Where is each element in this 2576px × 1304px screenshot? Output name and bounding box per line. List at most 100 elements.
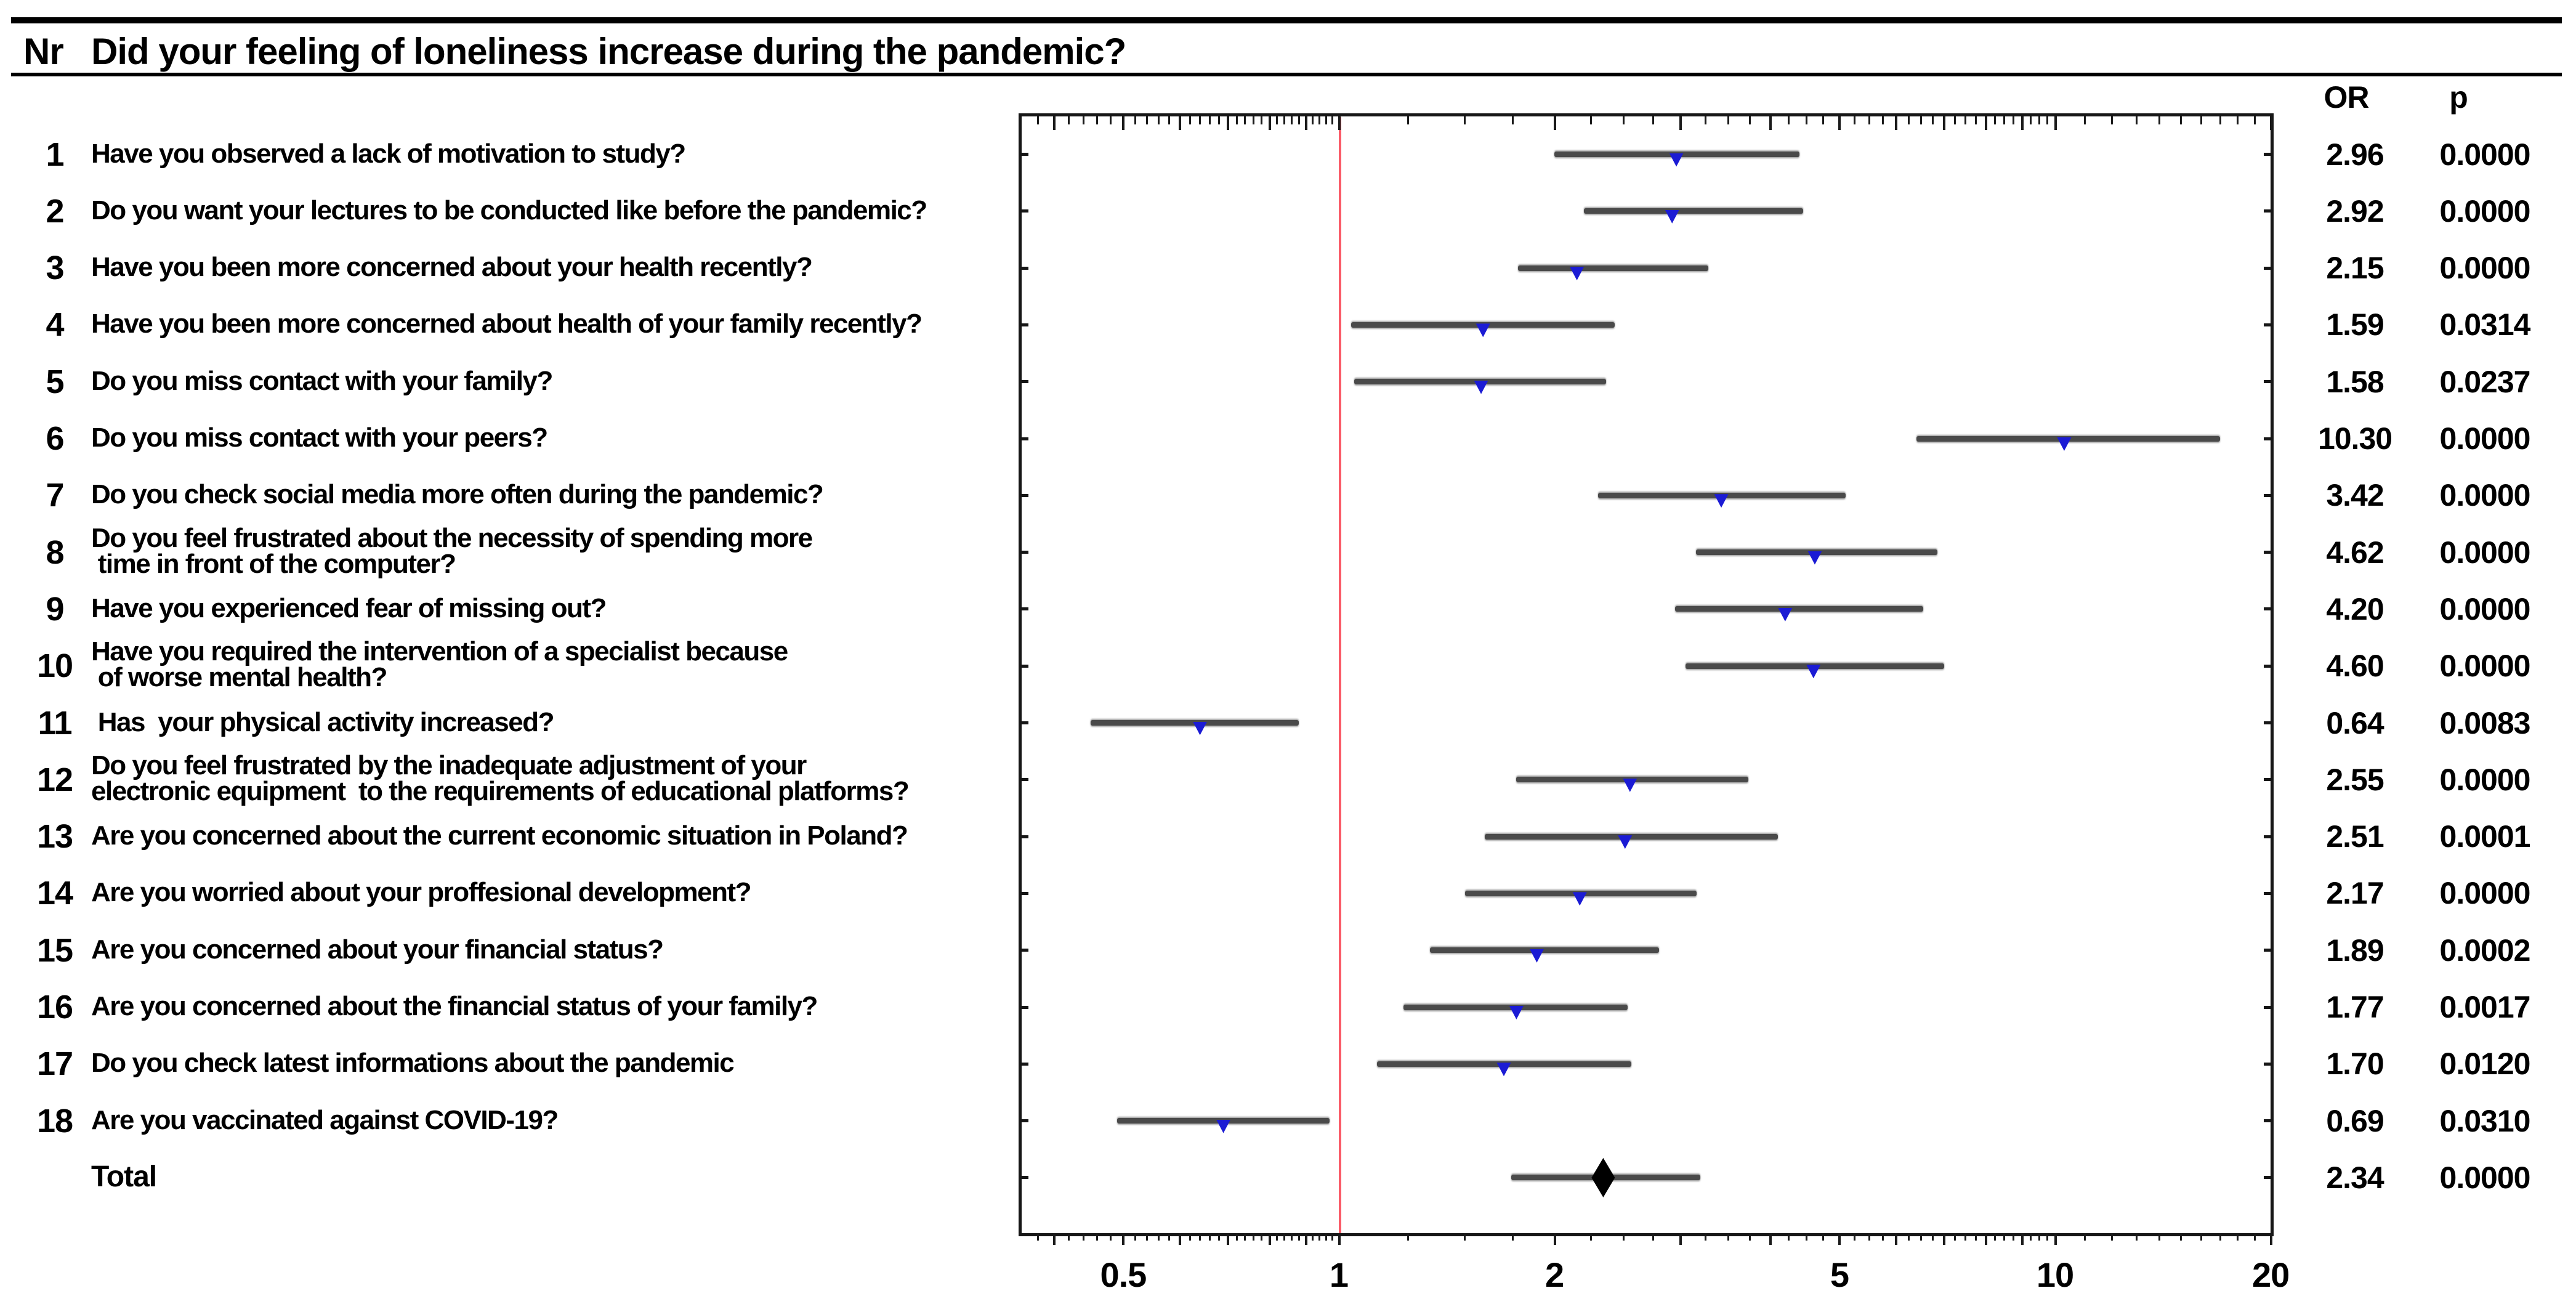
x-axis-tick-top [1318,116,1321,124]
title-nr-label: Nr [23,31,64,72]
p-value: 0.0000 [2439,876,2531,911]
x-axis-tick-bottom [1283,1233,1286,1241]
row-number: 11 [38,704,72,742]
or-value: 2.15 [2326,251,2384,286]
question-line-2: of worse mental health? [91,662,388,693]
x-axis-tick-top [1920,116,1922,124]
x-axis-tick-top [1189,116,1192,124]
question-line-1: Total [91,1160,157,1193]
or-value: 2.96 [2326,137,2384,172]
x-axis-tick-top [1806,116,1808,124]
question-line-1: Have you been more concerned about your … [91,252,813,283]
question-line-1: Has your physical activity increased? [91,707,555,737]
x-axis-tick-bottom [2038,1233,2040,1241]
x-axis-tick-bottom [1895,1233,1898,1245]
x-axis-tick-top [1553,116,1556,130]
row-tick-left [1019,323,1028,326]
x-axis-tick-top [1512,116,1514,124]
x-axis-tick-bottom [1052,1233,1056,1245]
x-axis-tick-bottom [1854,1233,1856,1241]
p-value: 0.0000 [2439,535,2531,570]
x-axis-tick-bottom [1134,1233,1137,1241]
p-value: 0.0017 [2439,990,2531,1024]
x-axis-tick-top [1082,116,1084,124]
question-label: Total [91,1160,157,1193]
question-line-1: Do you feel frustrated by the inadequate… [91,750,807,780]
x-axis-tick-bottom [1331,1233,1334,1241]
x-axis-tick-bottom [1227,1233,1230,1245]
x-axis-tick-bottom [1788,1233,1790,1241]
x-axis-tick-bottom [1749,1233,1751,1241]
x-axis-tick-bottom [2219,1233,2221,1241]
row-tick-left [1019,835,1028,838]
question-line-1: Have you been more concerned about healt… [91,309,923,339]
p-value: 0.0000 [2439,193,2531,229]
x-axis-tick-top [1908,116,1910,124]
row-tick-left [1019,209,1028,213]
row-tick-right [2264,664,2274,668]
x-axis-tick-bottom [1146,1233,1149,1241]
x-axis-tick-bottom [1931,1233,1934,1241]
confidence-interval-line [1675,606,1924,612]
x-axis-tick-top [1291,116,1293,124]
x-axis-tick-bottom [1553,1233,1556,1245]
row-tick-left [1019,493,1028,497]
x-axis-tick-top [1590,116,1593,124]
question-label: Have you been more concerned about healt… [91,309,923,339]
x-axis-tick-top [1036,116,1039,124]
x-axis-tick-bottom [2030,1233,2032,1241]
x-axis-tick-bottom [2013,1233,2015,1241]
row-tick-right [2264,1005,2274,1009]
x-axis-tick-bottom [1590,1233,1593,1241]
x-axis-tick-bottom [1082,1233,1084,1241]
x-axis-tick-bottom [1464,1233,1466,1241]
row-tick-right [2264,891,2274,895]
x-axis-tick-top [1338,116,1341,130]
or-value: 2.34 [2326,1160,2384,1195]
p-value: 0.0002 [2439,933,2531,968]
row-tick-left [1019,607,1028,611]
question-label: Do you miss contact with your peers? [91,423,548,453]
x-axis-tick-top [1052,116,1056,130]
x-axis-tick-bottom [1298,1233,1300,1241]
x-axis-tick-bottom [1318,1233,1321,1241]
row-tick-left [1019,721,1028,724]
x-axis-label: 10 [2036,1255,2074,1294]
x-axis-tick-bottom [1261,1233,1262,1241]
x-axis-tick-bottom [1235,1233,1238,1241]
row-tick-left [1019,1062,1028,1066]
x-axis-tick-top [1679,116,1682,130]
title-separator-top [11,17,2562,23]
reference-line [1339,117,1341,1233]
row-tick-left [1019,437,1028,440]
x-axis-tick-top [1838,116,1841,130]
x-axis-tick-top [2083,116,2086,124]
question-line-1: Are you concerned about your financial s… [91,934,664,965]
p-value: 0.0000 [2439,762,2531,797]
x-axis-tick-top [2269,116,2272,130]
x-axis-tick-top [1407,116,1410,124]
x-axis-tick-top [1623,116,1625,124]
x-axis-tick-top [1168,116,1171,124]
question-line-1: Are you worried about your proffesional … [91,877,752,908]
row-tick-right [2264,323,2274,326]
row-tick-left [1019,551,1028,554]
question-line-1: Do you miss contact with your peers? [91,423,548,453]
x-axis-tick-bottom [1920,1233,1922,1241]
x-axis-tick-bottom [2200,1233,2202,1241]
p-value: 0.0083 [2439,705,2531,740]
x-axis-tick-top [1312,116,1314,124]
question-label: Are you vaccinated against COVID-19? [91,1106,559,1133]
x-axis-tick-top [2219,116,2221,124]
x-axis-tick-top [1464,116,1466,124]
row-tick-left [1019,891,1028,895]
x-axis-tick-top [1984,116,1987,130]
x-axis-tick-bottom [1704,1233,1706,1241]
question-label: Are you worried about your proffesional … [91,877,752,908]
x-axis-tick-top [1208,116,1211,124]
x-axis-tick-bottom [1096,1233,1099,1241]
x-axis-tick-top [1704,116,1706,124]
x-axis-tick-bottom [1068,1233,1070,1241]
x-axis-tick-bottom [2003,1233,2006,1241]
